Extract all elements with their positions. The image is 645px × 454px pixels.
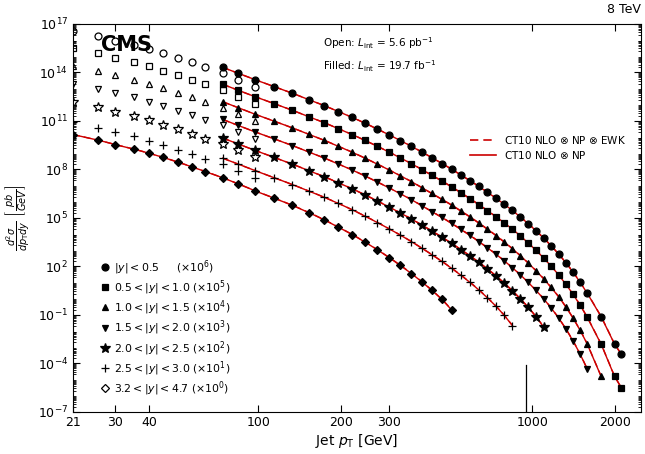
Text: 8 TeV: 8 TeV — [608, 3, 641, 16]
Legend: $|y| < 0.5\ \ \ \ \ (\times 10^6)$, $0.5 < |y| < 1.0\ (\times 10^5)$, $1.0 < |y|: $|y| < 0.5\ \ \ \ \ (\times 10^6)$, $0.5… — [95, 254, 234, 402]
Y-axis label: $\frac{d^2\sigma}{dp_{\rm T}dy}\ \left[\frac{pb}{GeV}\right]$: $\frac{d^2\sigma}{dp_{\rm T}dy}\ \left[\… — [4, 184, 32, 251]
X-axis label: Jet $p_{\rm T}$ [GeV]: Jet $p_{\rm T}$ [GeV] — [315, 432, 399, 450]
Text: Open: $L_{\rm int}$ = 5.6 pb$^{-1}$
Filled: $L_{\rm int}$ = 19.7 fb$^{-1}$: Open: $L_{\rm int}$ = 5.6 pb$^{-1}$ Fill… — [323, 35, 436, 74]
Text: CMS: CMS — [101, 35, 152, 55]
